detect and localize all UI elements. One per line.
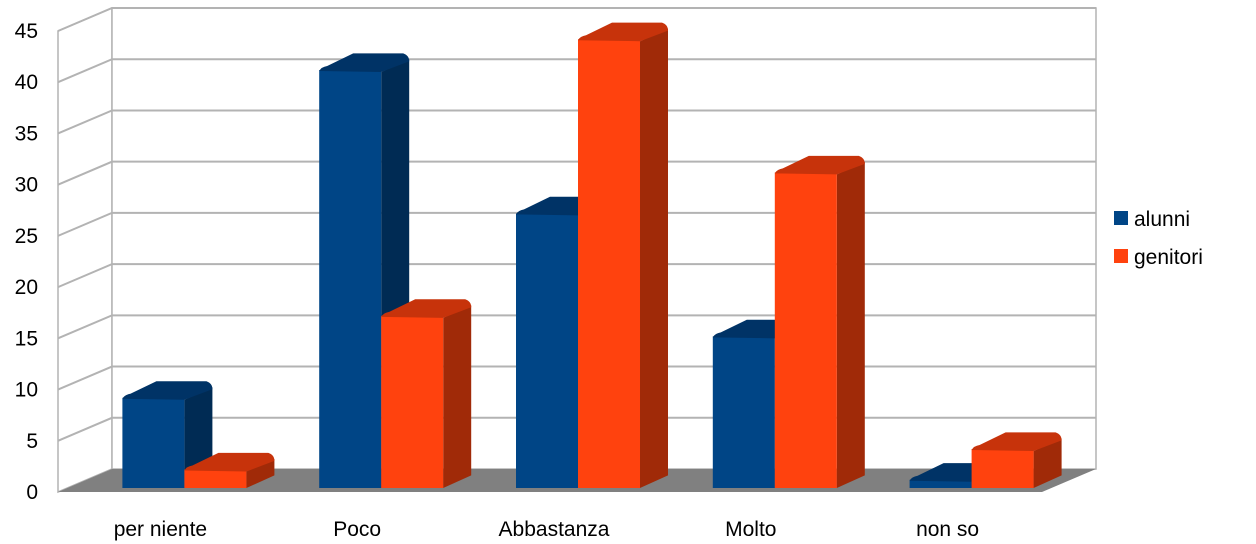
bar-top <box>122 381 213 400</box>
bars <box>122 22 1062 489</box>
y-tick-label: 20 <box>15 276 38 299</box>
gridline <box>57 211 1096 237</box>
x-category-label: non so <box>916 518 979 541</box>
bar-top <box>381 299 472 318</box>
x-category-label: Abbastanza <box>499 518 610 541</box>
y-axis: 0 5 10 15 20 25 30 35 40 45 <box>15 20 38 504</box>
gridline <box>57 109 1096 135</box>
y-tick-label: 45 <box>15 20 38 43</box>
bar-side <box>1033 438 1062 488</box>
gridline <box>57 58 1096 84</box>
bar-side <box>836 161 865 489</box>
bar-top <box>184 452 275 472</box>
bar-front <box>774 172 837 488</box>
y-tick-label: 30 <box>15 174 38 197</box>
bar-top <box>578 22 668 42</box>
legend-swatch-genitori <box>1114 249 1128 263</box>
bar-front <box>578 39 640 488</box>
bar-front <box>909 479 972 488</box>
bar-genitori-0 <box>184 452 275 488</box>
bar-side <box>443 305 472 488</box>
y-tick-label: 35 <box>15 122 38 145</box>
gridline <box>57 7 1096 32</box>
y-tick-label: 15 <box>15 327 38 350</box>
bar-front <box>712 336 775 488</box>
bar-genitori-4 <box>971 432 1062 488</box>
bar-top <box>774 155 865 175</box>
side-wall <box>57 6 113 494</box>
y-tick-label: 5 <box>26 430 38 453</box>
bar-front <box>971 449 1034 488</box>
bar-front <box>319 69 382 488</box>
bar-genitori-3 <box>774 155 865 489</box>
legend-label-genitori: genitori <box>1134 246 1203 269</box>
y-tick-label: 0 <box>26 481 38 504</box>
gridline <box>57 263 1096 289</box>
legend: alunni genitori <box>1114 208 1203 269</box>
legend-label-alunni: alunni <box>1134 208 1190 231</box>
legend-swatch-alunni <box>1114 211 1128 225</box>
bar-alunni-0 <box>122 381 213 488</box>
bar-front <box>381 315 444 488</box>
x-category-label: Molto <box>725 518 776 541</box>
bar-top <box>971 432 1062 452</box>
x-axis: per niente Poco Abbastanza Molto non so <box>114 518 979 541</box>
bar-genitori-1 <box>381 299 472 488</box>
gridline <box>57 314 1096 340</box>
x-category-label: Poco <box>333 518 381 541</box>
bar-front <box>122 397 185 488</box>
bar-side <box>246 458 275 488</box>
bar-top <box>319 53 410 72</box>
bar-side <box>640 28 668 489</box>
gridline <box>57 160 1096 186</box>
y-tick-label: 40 <box>15 71 38 94</box>
bar-front <box>184 469 247 488</box>
bar-front <box>516 213 578 488</box>
y-tick-label: 25 <box>15 225 38 248</box>
y-tick-label: 10 <box>15 379 38 402</box>
bar-genitori-2 <box>578 22 668 489</box>
gridlines <box>57 7 1096 442</box>
x-category-label: per niente <box>114 518 207 541</box>
